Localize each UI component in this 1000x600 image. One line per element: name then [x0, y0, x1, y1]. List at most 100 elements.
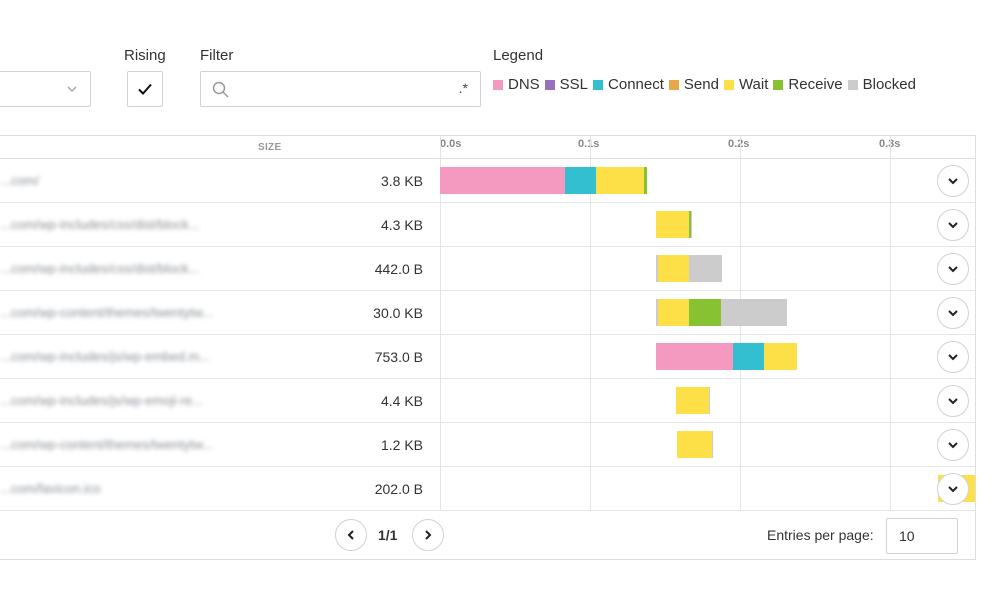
checkmark-icon	[138, 83, 152, 95]
search-icon	[212, 81, 230, 104]
timing-segment-blocked	[708, 387, 710, 414]
request-url[interactable]: ...com/favicon.ico	[0, 481, 101, 496]
legend-swatch	[593, 79, 604, 90]
timeline-tick: 0.3s	[879, 138, 900, 150]
timing-segment-blocked	[711, 431, 713, 458]
legend-swatch	[773, 79, 784, 90]
page-info: 1/1	[378, 527, 398, 543]
legend-label: SSL	[559, 76, 589, 93]
timing-bar	[656, 211, 692, 238]
request-url[interactable]: ...com/wp-includes/js/wp-embed.m...	[0, 349, 211, 364]
timing-segment-wait	[657, 255, 689, 282]
request-size: 4.3 KB	[380, 217, 423, 233]
request-url[interactable]: ...com/wp-content/themes/twentytw...	[0, 305, 214, 320]
expand-row-button[interactable]	[937, 385, 969, 417]
request-size: 1.2 KB	[380, 437, 423, 453]
expand-row-button[interactable]	[937, 209, 969, 241]
legend-swatch	[493, 79, 503, 90]
table-row: ...com/wp-includes/js/wp-emoji-re... 4.4 …	[0, 379, 975, 423]
entries-per-page-input[interactable]: 10	[886, 518, 958, 554]
timeline-gridline	[590, 136, 591, 511]
legend-swatch	[847, 79, 858, 90]
chevron-right-icon	[425, 530, 432, 540]
timing-segment-wait	[596, 167, 644, 194]
chevron-down-icon	[948, 310, 958, 317]
previous-page-button[interactable]	[335, 519, 367, 551]
legend-label: Wait	[738, 76, 769, 93]
legend-label: Connect	[608, 76, 664, 93]
rising-checkbox[interactable]	[127, 71, 163, 107]
table-row: ...com/wp-content/themes/twentytw... 30.0…	[0, 291, 975, 335]
legend-title: Legend	[493, 47, 544, 64]
request-size: 3.8 KB	[380, 173, 423, 189]
chevron-down-icon	[948, 486, 958, 493]
timing-bar	[656, 343, 797, 370]
table-header: SIZE 0.0s 0.1s 0.2s 0.3s	[0, 136, 975, 159]
timeline-tick: 0.1s	[578, 138, 600, 150]
chevron-down-icon	[948, 222, 958, 229]
legend-label: Blocked	[862, 76, 916, 93]
regex-toggle[interactable]: .*	[458, 80, 468, 96]
expand-row-button[interactable]	[937, 297, 969, 329]
request-size: 442.0 B	[374, 261, 423, 277]
timeline-tick: 0.0s	[440, 138, 462, 150]
legend-item-blocked: Blocked	[847, 76, 916, 93]
legend-swatch	[544, 79, 555, 90]
request-url[interactable]: ...com/	[0, 173, 40, 188]
timeline-gridline	[440, 136, 441, 511]
timing-segment-receive	[689, 299, 721, 326]
legend-item-send: Send	[668, 76, 719, 93]
expand-row-button[interactable]	[937, 473, 969, 505]
timing-segment-wait	[656, 211, 689, 238]
table-row: ...com/wp-content/themes/twentytw... 1.2 …	[0, 423, 975, 467]
timing-segment-dns	[440, 167, 565, 194]
chevron-down-icon	[948, 442, 958, 449]
request-url[interactable]: ...com/wp-includes/js/wp-emoji-re...	[0, 393, 203, 408]
legend-swatch	[668, 79, 679, 90]
legend-item-wait: Wait	[723, 76, 769, 93]
legend-label: Receive	[788, 76, 843, 93]
expand-row-button[interactable]	[937, 253, 969, 285]
timing-segment-blocked	[689, 255, 722, 282]
chevron-down-icon	[948, 178, 958, 185]
timing-segment-dns	[656, 343, 733, 370]
timing-segment-blocked	[656, 255, 658, 282]
timing-bar	[675, 387, 710, 414]
timing-segment-blocked	[720, 299, 787, 326]
timing-segment-wait	[677, 431, 712, 458]
expand-row-button[interactable]	[937, 165, 969, 197]
entries-per-page-label: Entries per page:	[767, 527, 874, 543]
timeline-gridline	[890, 136, 891, 511]
table-row: ...com/wp-includes/css/dist/block... 442.…	[0, 247, 975, 291]
request-size: 4.4 KB	[380, 393, 423, 409]
request-url[interactable]: ...com/wp-includes/css/dist/block...	[0, 261, 200, 276]
table-row: ...com/3.8 KB	[0, 159, 975, 203]
table-row: ...com/wp-includes/js/wp-embed.m... 753.0…	[0, 335, 975, 379]
expand-row-button[interactable]	[937, 429, 969, 461]
timing-bar	[440, 167, 647, 194]
request-url[interactable]: ...com/wp-content/themes/twentytw...	[0, 437, 214, 452]
table-row: ...com/favicon.ico 202.0 B	[0, 467, 975, 511]
request-size: 30.0 KB	[373, 305, 423, 321]
request-size: 202.0 B	[374, 481, 423, 497]
legend-item-ssl: SSL	[544, 76, 589, 93]
timing-bar	[656, 255, 722, 282]
timing-bar	[656, 299, 787, 326]
chevron-down-icon	[948, 398, 958, 405]
timing-segment-receive	[689, 211, 691, 238]
timing-segment-receive	[644, 167, 647, 194]
chevron-down-icon	[948, 266, 958, 273]
sort-select[interactable]	[0, 71, 91, 107]
legend-label: Send	[683, 76, 719, 93]
expand-row-button[interactable]	[937, 341, 969, 373]
legend-swatch	[723, 79, 734, 90]
next-page-button[interactable]	[412, 519, 444, 551]
legend-item-dns: DNS	[493, 76, 540, 93]
filter-input[interactable]: .*	[200, 71, 481, 107]
timing-segment-blocked	[690, 211, 692, 238]
request-size: 753.0 B	[374, 349, 423, 365]
legend: DNS SSL Connect Send Wait Receive Blocked	[493, 76, 921, 93]
table-row: ...com/wp-includes/css/dist/block... 4.3 …	[0, 203, 975, 247]
size-column-header: SIZE	[258, 142, 282, 153]
request-url[interactable]: ...com/wp-includes/css/dist/block...	[0, 217, 200, 232]
